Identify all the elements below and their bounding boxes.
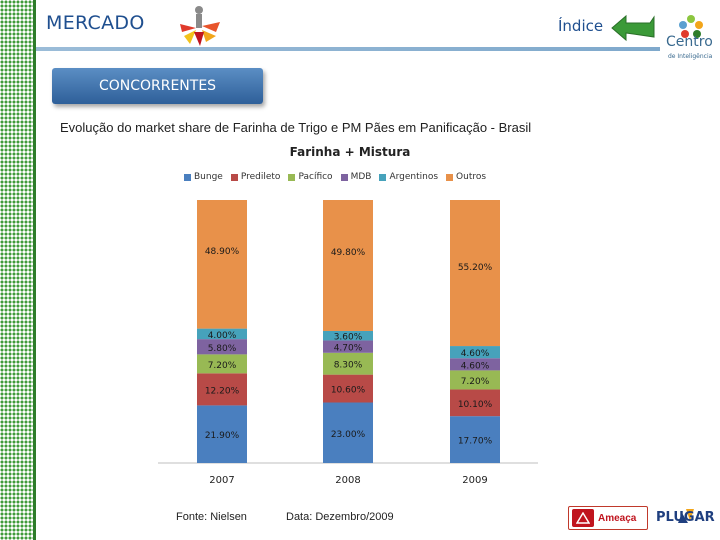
chart-subtitle: Evolução do market share de Farinha de T…	[60, 120, 532, 135]
legend-item: Outros	[446, 172, 486, 182]
competitors-button[interactable]: CONCORRENTES	[52, 68, 263, 104]
legend-item: Argentinos	[379, 172, 438, 182]
legend-swatch	[446, 173, 454, 181]
data-label: 4.60%	[461, 349, 490, 359]
legend-swatch	[379, 173, 387, 181]
data-label: 12.20%	[205, 386, 240, 396]
threat-label: Ameaça	[598, 512, 637, 524]
header-divider	[36, 47, 660, 51]
x-tick-label: 2008	[335, 475, 360, 486]
bar-segment	[197, 373, 247, 406]
data-label: 7.20%	[208, 361, 237, 371]
brand-subtitle: de Inteligência	[668, 53, 713, 60]
legend-swatch	[288, 173, 296, 181]
data-label: 3.60%	[334, 333, 363, 343]
bar-segment	[450, 416, 500, 463]
legend-item: MDB	[340, 172, 372, 182]
chart-legend: Bunge Predileto Pacífico MDB Argentinos Outro…	[184, 172, 486, 182]
data-label: 48.90%	[205, 247, 240, 257]
centro-logo-icon	[679, 15, 703, 38]
people-logo-icon	[180, 6, 220, 46]
section-title: MERCADO	[46, 12, 145, 34]
bar-segment	[450, 346, 500, 359]
data-label: 7.20%	[461, 377, 490, 387]
bar-segment	[323, 352, 373, 375]
data-label: 10.10%	[458, 400, 493, 410]
date-note: Data: Dezembro/2009	[286, 511, 394, 523]
data-label: 10.60%	[331, 386, 366, 396]
data-label: 23.00%	[331, 430, 366, 440]
legend-item: Predileto	[230, 172, 281, 182]
legend-item: Bunge	[184, 172, 223, 182]
legend-label: Outros	[456, 172, 487, 182]
legend-swatch	[184, 173, 191, 181]
bar-segment	[450, 389, 500, 417]
bar-segment	[323, 330, 373, 341]
bar-segment	[197, 328, 247, 340]
legend-item: Pacífico	[288, 172, 333, 182]
x-tick-label: 2009	[462, 475, 487, 486]
data-label: 4.70%	[334, 344, 363, 354]
legend-label: Bunge	[194, 172, 223, 182]
source-note: Fonte: Nielsen	[176, 511, 247, 523]
x-tick-label: 2007	[209, 475, 234, 486]
stacked-bar-chart: 21.90% 12.20% 7.20% 5.80% 4.00% 48.90% 2007 23.…	[158, 200, 538, 486]
bar-segment	[197, 405, 247, 463]
bar-segment	[323, 340, 373, 353]
threat-button[interactable]: Ameaça	[568, 506, 648, 530]
back-arrow-icon[interactable]	[610, 13, 656, 43]
data-label: 21.90%	[205, 431, 240, 441]
legend-label: Predileto	[240, 172, 281, 182]
legend-label: Pacífico	[298, 172, 333, 182]
legend-label: Argentinos	[389, 172, 439, 182]
threat-icon	[572, 509, 594, 527]
bar-segment	[197, 200, 247, 329]
decorative-strip	[0, 0, 36, 540]
plugar-logo-icon	[678, 509, 694, 523]
data-label: 49.80%	[331, 248, 366, 258]
chart-title: Farinha + Mistura	[289, 145, 411, 159]
data-label: 4.60%	[461, 361, 490, 371]
bar-segment	[450, 370, 500, 390]
data-label: 5.80%	[208, 344, 237, 354]
bar-segment	[197, 339, 247, 355]
legend-swatch	[340, 173, 348, 181]
bar-segment	[323, 402, 373, 463]
index-link[interactable]: Índice	[558, 17, 604, 35]
legend-label: MDB	[350, 172, 372, 182]
bar-segment	[323, 374, 373, 403]
bar-segment	[450, 200, 500, 347]
brand-name: Centro	[666, 34, 713, 50]
bar-segment	[450, 358, 500, 371]
data-label: 8.30%	[334, 361, 363, 371]
bar-segment	[323, 200, 373, 331]
bar-segment	[197, 354, 247, 374]
partner-name: PLUGAR	[656, 510, 715, 525]
legend-swatch	[230, 173, 238, 181]
data-label: 55.20%	[458, 263, 493, 273]
data-label: 4.00%	[208, 331, 237, 341]
data-label: 17.70%	[458, 437, 493, 447]
